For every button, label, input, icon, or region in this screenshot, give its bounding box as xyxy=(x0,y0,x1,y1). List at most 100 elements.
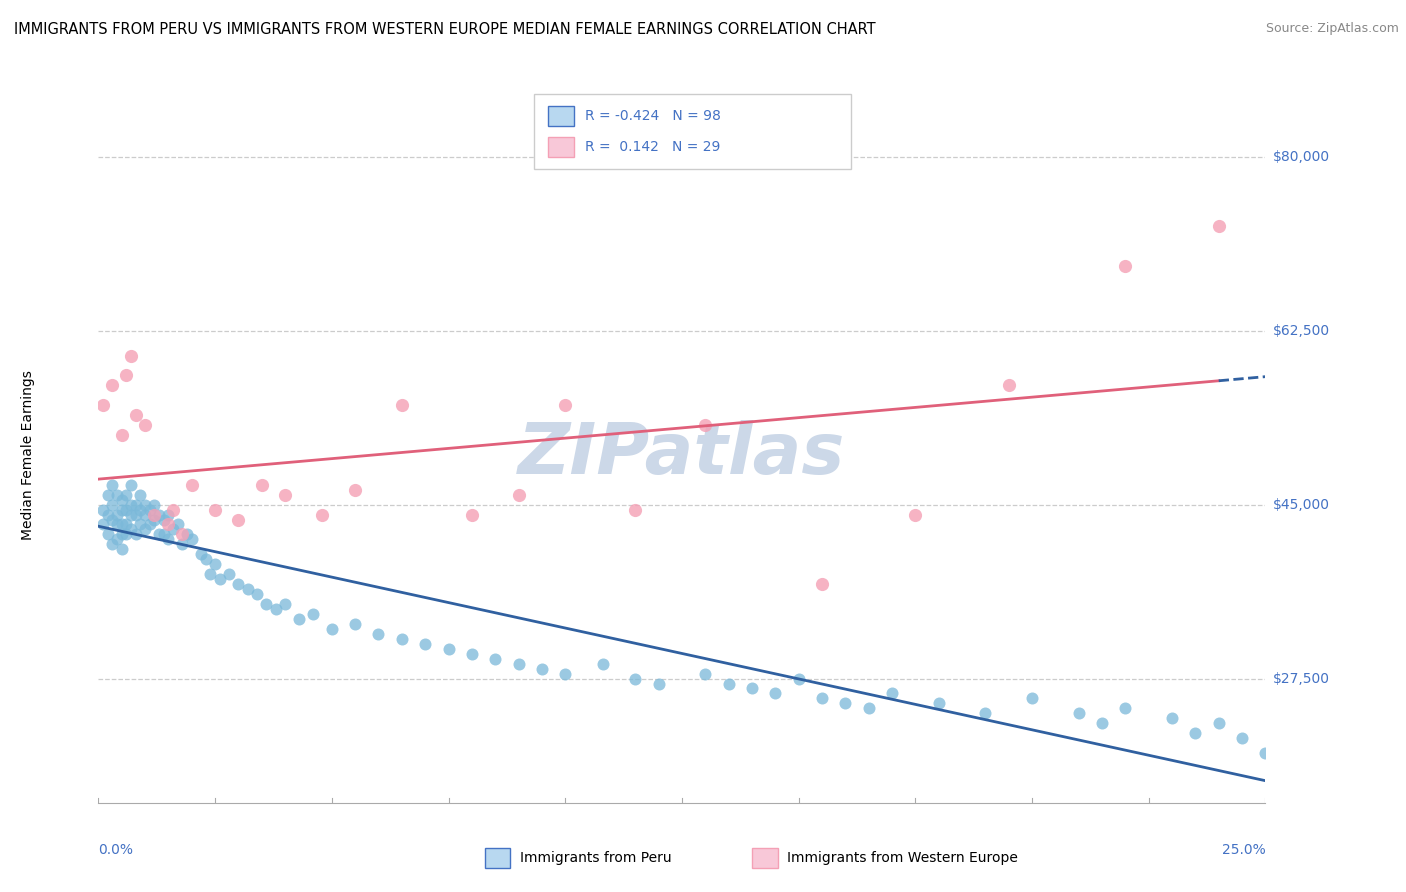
Point xyxy=(834,697,856,711)
Point xyxy=(105,517,128,532)
Point xyxy=(125,498,148,512)
Point xyxy=(321,622,343,636)
Point xyxy=(148,508,170,522)
Point xyxy=(129,502,152,516)
Point xyxy=(157,533,180,547)
Point xyxy=(811,577,834,591)
Text: $45,000: $45,000 xyxy=(1272,498,1330,512)
Point xyxy=(111,502,134,516)
Point xyxy=(311,508,333,522)
Point xyxy=(858,701,880,715)
Point xyxy=(105,508,128,522)
Point xyxy=(111,517,134,532)
Point xyxy=(134,523,156,537)
Point xyxy=(974,706,997,721)
Point xyxy=(125,527,148,541)
Point xyxy=(101,537,124,551)
Point xyxy=(120,477,142,491)
Point xyxy=(391,632,413,646)
Point xyxy=(1208,219,1230,234)
Text: ZIPatlas: ZIPatlas xyxy=(519,420,845,490)
Point xyxy=(204,558,226,572)
Point xyxy=(134,418,156,433)
Point xyxy=(152,512,174,526)
Point xyxy=(787,672,810,686)
Point xyxy=(367,627,389,641)
Point xyxy=(172,527,194,541)
Text: R = -0.424   N = 98: R = -0.424 N = 98 xyxy=(585,109,721,123)
Point xyxy=(101,477,124,491)
Point xyxy=(236,582,259,596)
Point xyxy=(811,691,834,706)
Point xyxy=(1208,716,1230,731)
Point xyxy=(162,523,184,537)
Point xyxy=(647,676,669,690)
Point xyxy=(218,567,240,582)
Point xyxy=(120,508,142,522)
Point xyxy=(139,517,162,532)
Point xyxy=(105,533,128,547)
Point xyxy=(228,512,250,526)
Point xyxy=(157,508,180,522)
Point xyxy=(143,508,166,522)
Point xyxy=(172,537,194,551)
Point xyxy=(437,641,460,656)
Point xyxy=(208,572,231,586)
Point xyxy=(91,517,114,532)
Text: R =  0.142   N = 29: R = 0.142 N = 29 xyxy=(585,140,720,154)
Point xyxy=(120,349,142,363)
Point xyxy=(228,577,250,591)
Point xyxy=(344,616,367,631)
Point xyxy=(264,602,287,616)
Point xyxy=(997,378,1019,392)
Point xyxy=(1021,691,1043,706)
Point xyxy=(250,477,273,491)
Point xyxy=(1254,746,1277,760)
Text: Source: ZipAtlas.com: Source: ZipAtlas.com xyxy=(1265,22,1399,36)
Point xyxy=(741,681,763,696)
Point xyxy=(391,398,413,412)
Point xyxy=(157,517,180,532)
Point xyxy=(115,488,138,502)
Point xyxy=(1114,701,1136,715)
Text: IMMIGRANTS FROM PERU VS IMMIGRANTS FROM WESTERN EUROPE MEDIAN FEMALE EARNINGS CO: IMMIGRANTS FROM PERU VS IMMIGRANTS FROM … xyxy=(14,22,876,37)
Point xyxy=(97,488,120,502)
Text: $27,500: $27,500 xyxy=(1272,672,1330,686)
Point xyxy=(115,527,138,541)
Point xyxy=(413,637,436,651)
Point xyxy=(97,527,120,541)
Point xyxy=(461,647,484,661)
Point xyxy=(139,502,162,516)
Point xyxy=(111,542,134,557)
Point xyxy=(508,657,530,671)
Point xyxy=(204,502,226,516)
Point xyxy=(1091,716,1114,731)
Point xyxy=(554,666,576,681)
Point xyxy=(302,607,325,621)
Text: 0.0%: 0.0% xyxy=(98,843,134,857)
Point xyxy=(111,428,134,442)
Point xyxy=(508,488,530,502)
Point xyxy=(125,508,148,522)
Point xyxy=(1161,711,1184,725)
Point xyxy=(176,527,198,541)
Point xyxy=(200,567,222,582)
Point xyxy=(256,597,278,611)
Point xyxy=(624,672,647,686)
Point xyxy=(101,498,124,512)
Point xyxy=(484,651,506,665)
Point xyxy=(111,492,134,507)
Point xyxy=(91,502,114,516)
Point xyxy=(194,552,217,566)
Point xyxy=(101,378,124,392)
Point xyxy=(91,398,114,412)
Point xyxy=(148,527,170,541)
Point xyxy=(111,527,134,541)
Point xyxy=(115,502,138,516)
Point xyxy=(129,517,152,532)
Point xyxy=(143,498,166,512)
Point xyxy=(695,666,717,681)
Point xyxy=(592,657,614,671)
Point xyxy=(166,517,188,532)
Point xyxy=(624,502,647,516)
